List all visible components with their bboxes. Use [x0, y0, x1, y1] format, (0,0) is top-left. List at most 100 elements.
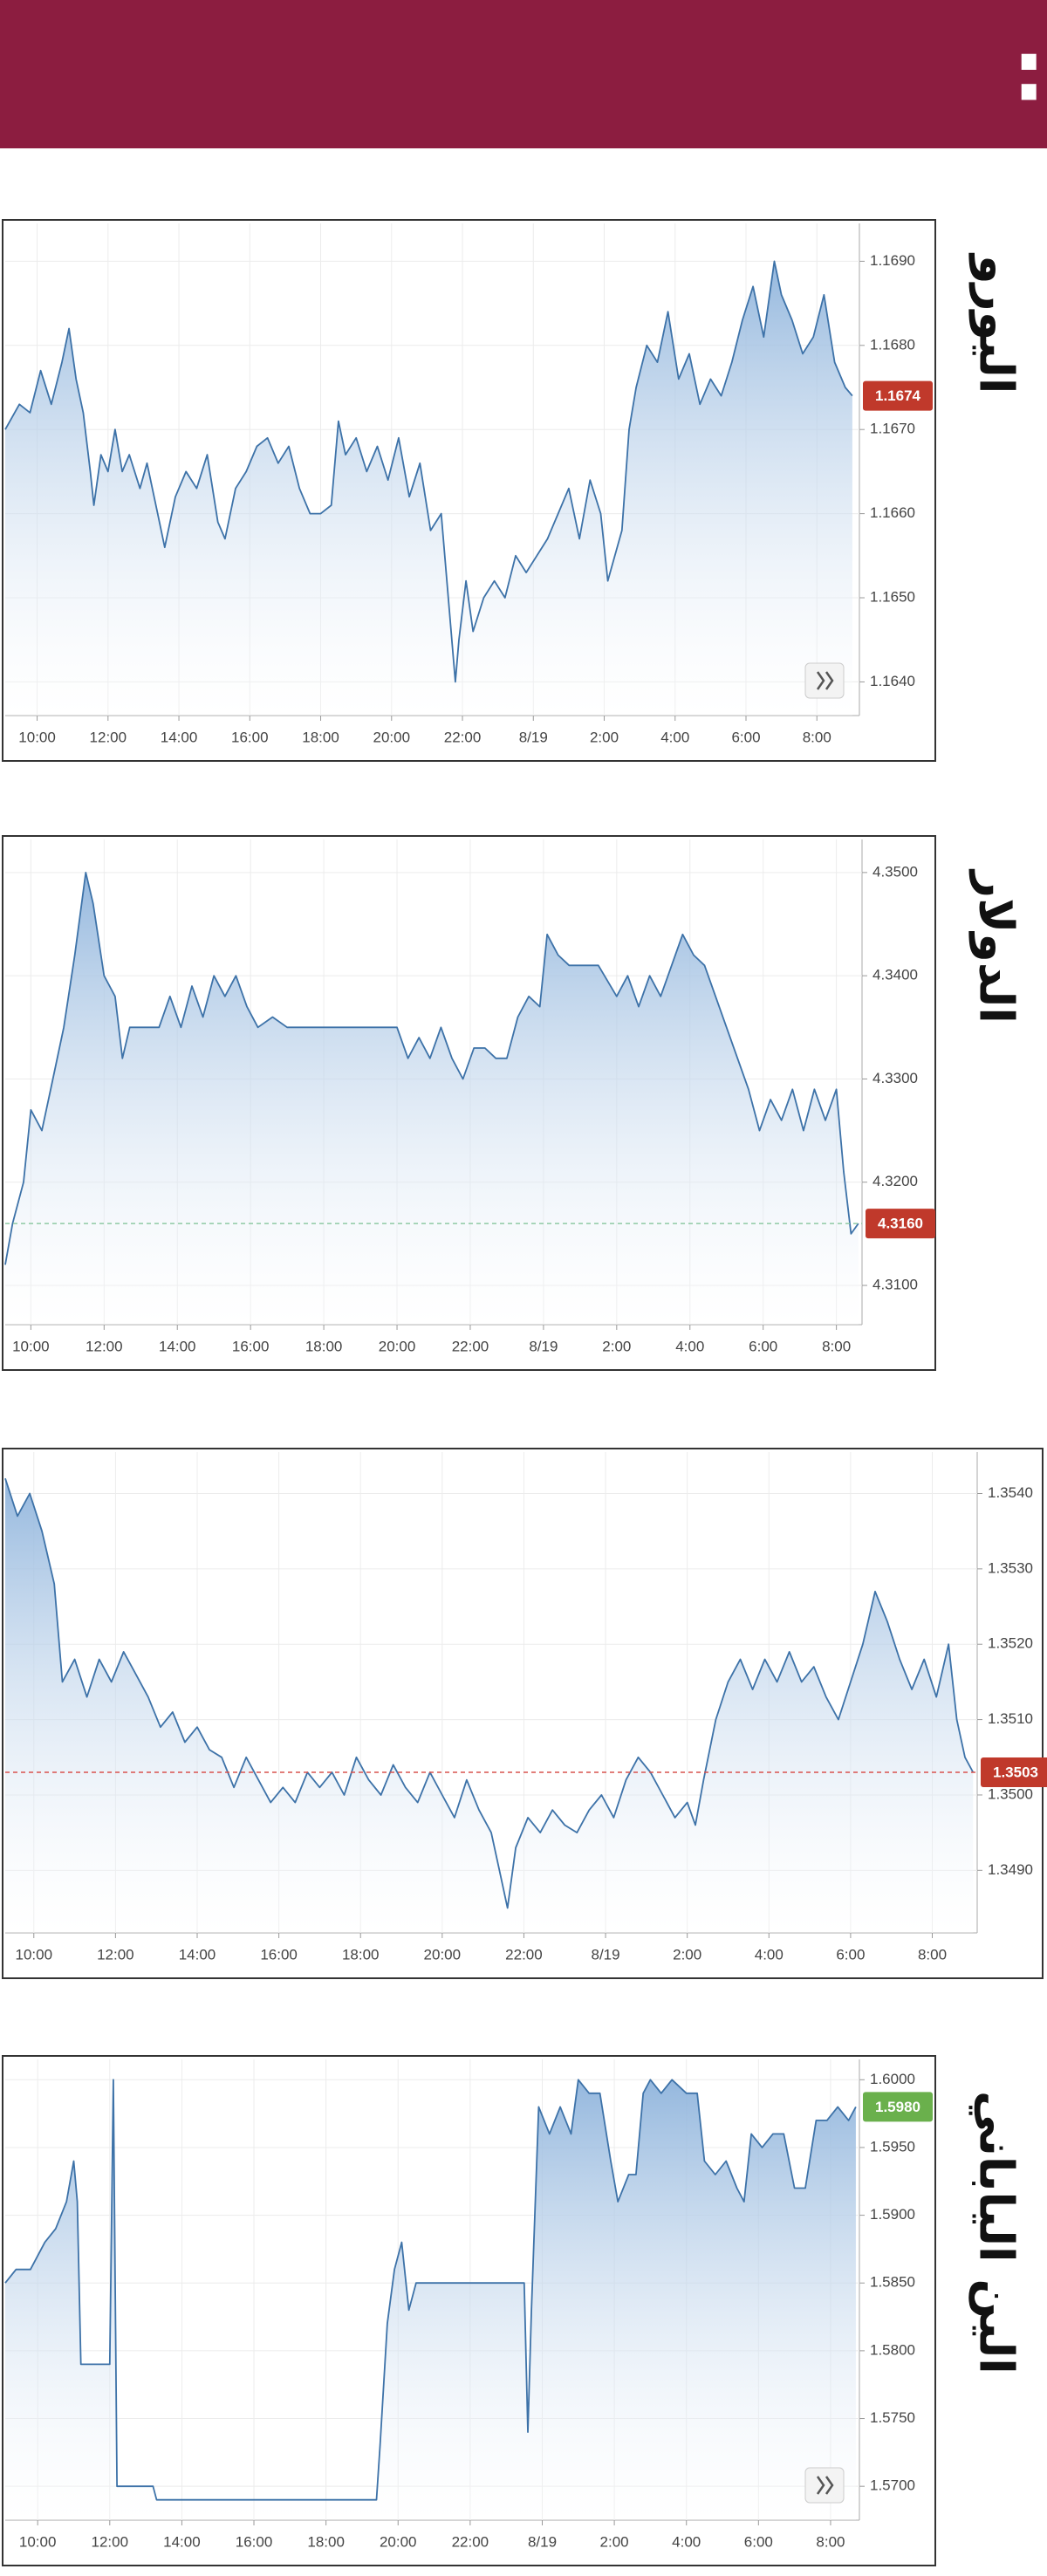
y-tick-label: 1.3500 [988, 1785, 1033, 1802]
y-tick-label: 1.3520 [988, 1635, 1033, 1652]
x-tick-label: 4:00 [672, 2533, 701, 2550]
current-value-label: 1.5980 [875, 2099, 920, 2115]
x-tick-label: 20:00 [424, 1946, 462, 1963]
y-tick-label: 1.5900 [870, 2206, 915, 2223]
x-tick-label: 4:00 [755, 1946, 784, 1963]
x-tick-label: 2:00 [673, 1946, 701, 1963]
y-tick-label: 1.1680 [870, 336, 915, 353]
x-tick-label: 8:00 [822, 1338, 851, 1354]
x-tick-label: 14:00 [179, 1946, 216, 1963]
series-line [4, 260, 853, 683]
x-tick-label: 6:00 [836, 1946, 865, 1963]
chart-title: اليورو [968, 252, 1023, 394]
x-tick-label: 8:00 [803, 729, 831, 745]
current-value-badge [866, 1209, 935, 1239]
x-tick-label: 16:00 [232, 1338, 270, 1354]
x-tick-label: 8:00 [816, 2533, 845, 2550]
x-tick-label: 4:00 [660, 729, 689, 745]
y-tick-label: 4.3100 [872, 1277, 918, 1293]
x-tick-label: 6:00 [744, 2533, 773, 2550]
x-tick-label: 6:00 [731, 729, 760, 745]
chart: 10:00 12:00 14:00 16:00 18:00 20:00 22:00 8/19 2… [2, 1448, 1047, 1979]
y-tick-label: 1.6000 [870, 2071, 915, 2087]
x-tick-label: 8/19 [519, 729, 548, 745]
y-tick-label: 1.5950 [870, 2138, 915, 2155]
y-tick-label: 1.3540 [988, 1484, 1033, 1501]
x-tick-label: 2:00 [590, 729, 619, 745]
y-tick-label: 1.3530 [988, 1559, 1033, 1576]
x-axis-band [3, 716, 859, 760]
page-title: تحركات العملات الرئيسة: [1012, 22, 1047, 120]
x-tick-label: 8:00 [918, 1946, 947, 1963]
chart: 10:00 12:00 14:00 16:00 18:00 20:00 22:00 8/19 2… [2, 2055, 1023, 2566]
y-tick-label: 4.3400 [872, 967, 918, 983]
x-tick-label: 10:00 [18, 729, 56, 745]
x-axis-band [3, 2520, 859, 2565]
x-tick-label: 10:00 [19, 2533, 57, 2550]
series-area [5, 261, 852, 716]
y-tick-label: 4.3300 [872, 1070, 918, 1086]
x-tick-label: 8/19 [528, 2533, 557, 2550]
x-tick-label: 10:00 [15, 1946, 52, 1963]
series-line [4, 1477, 975, 1909]
scroll-icon [816, 2476, 834, 2495]
x-tick-label: 16:00 [236, 2533, 273, 2550]
x-tick-label: 14:00 [161, 729, 198, 745]
y-tick-label: 1.5700 [870, 2477, 915, 2494]
x-tick-label: 22:00 [505, 1946, 543, 1963]
current-value-label: 4.3160 [878, 1216, 923, 1232]
y-tick-label: 1.1660 [870, 504, 915, 521]
current-value-label: 1.3503 [993, 1764, 1038, 1781]
header-band [0, 0, 1047, 148]
y-tick-label: 1.1670 [870, 421, 915, 437]
x-tick-label: 20:00 [380, 2533, 417, 2550]
x-tick-label: 10:00 [12, 1338, 50, 1354]
x-tick-label: 18:00 [342, 1946, 380, 1963]
y-tick-label: 1.5850 [870, 2274, 915, 2291]
x-axis-band [3, 1325, 862, 1369]
series-area [5, 1478, 974, 1933]
x-tick-label: 12:00 [86, 1338, 123, 1354]
chart: 10:00 12:00 14:00 16:00 18:00 20:00 22:00 8/19 2… [2, 835, 1023, 1371]
y-tick-label: 1.3510 [988, 1710, 1033, 1727]
y-tick-label: 4.3500 [872, 863, 918, 880]
series-area [5, 2079, 856, 2520]
y-tick-label: 1.1640 [870, 673, 915, 689]
x-tick-label: 18:00 [302, 729, 339, 745]
x-tick-label: 20:00 [379, 1338, 416, 1354]
current-value-label: 1.1674 [875, 387, 921, 404]
current-value-badge [863, 2092, 933, 2122]
current-value-badge [863, 380, 933, 411]
chart-title: الين الياباني [968, 2091, 1023, 2374]
x-tick-label: 18:00 [305, 1338, 343, 1354]
x-tick-label: 2:00 [602, 1338, 631, 1354]
scroll-icon [816, 671, 834, 690]
y-tick-label: 1.1650 [870, 589, 915, 606]
x-tick-label: 12:00 [92, 2533, 129, 2550]
x-tick-label: 14:00 [159, 1338, 196, 1354]
x-tick-label: 12:00 [97, 1946, 134, 1963]
x-tick-label: 22:00 [452, 2533, 489, 2550]
x-tick-label: 6:00 [749, 1338, 777, 1354]
x-tick-label: 8/19 [592, 1946, 620, 1963]
x-tick-label: 2:00 [600, 2533, 629, 2550]
y-tick-label: 4.3200 [872, 1173, 918, 1189]
y-tick-label: 1.1690 [870, 252, 915, 269]
x-tick-label: 16:00 [231, 729, 269, 745]
x-tick-label: 18:00 [307, 2533, 345, 2550]
chart-title: الدولار [968, 868, 1023, 1024]
x-tick-label: 22:00 [444, 729, 482, 745]
chart: 10:00 12:00 14:00 16:00 18:00 20:00 22:00 8/19 2… [2, 219, 1023, 762]
x-tick-label: 12:00 [90, 729, 127, 745]
x-tick-label: 22:00 [452, 1338, 489, 1354]
y-tick-label: 1.5800 [870, 2341, 915, 2358]
x-tick-label: 16:00 [260, 1946, 298, 1963]
current-value-badge [981, 1757, 1047, 1788]
series-line [4, 2079, 857, 2501]
y-tick-label: 1.3490 [988, 1861, 1033, 1878]
x-tick-label: 8/19 [529, 1338, 558, 1354]
y-tick-label: 1.5750 [870, 2409, 915, 2426]
series-line [4, 872, 859, 1265]
